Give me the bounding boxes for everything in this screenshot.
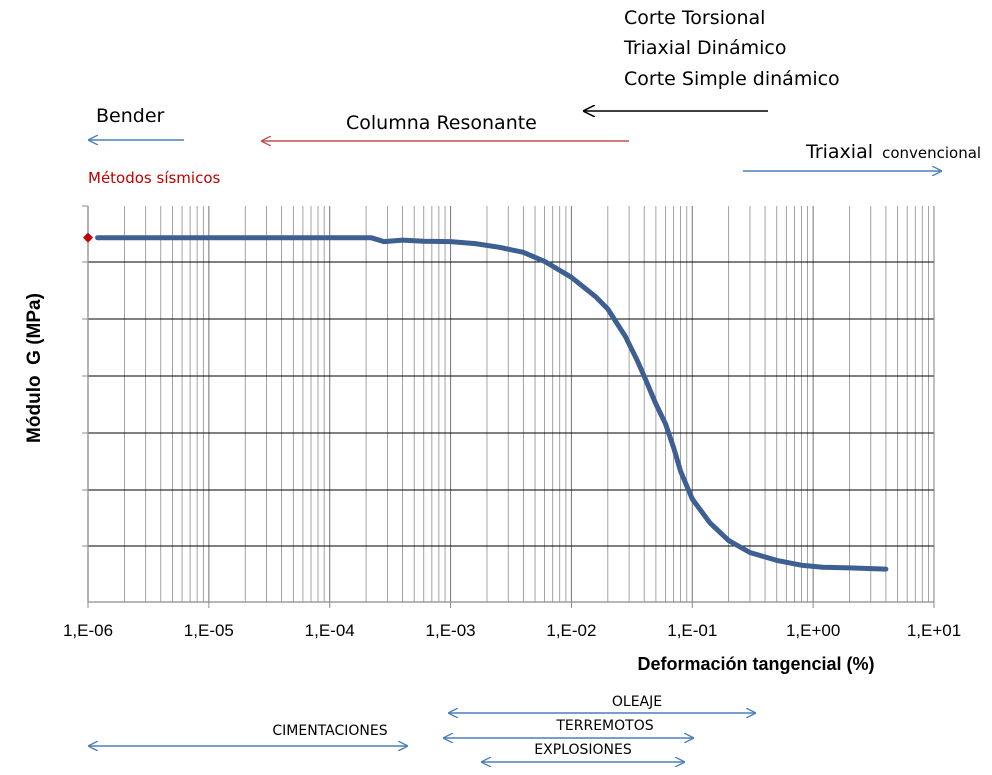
cimentaciones-label: CIMENTACIONES [272,723,387,739]
x-tick-label: 1,E+01 [907,621,961,640]
grid [82,205,935,608]
x-tick-label: 1,E-03 [426,621,476,640]
series-line [95,235,889,572]
x-tick-label: 1,E-01 [667,621,717,640]
triaxial-label: Triaxial convencional [805,141,981,163]
x-tick-label: 1,E-02 [546,621,596,640]
dynamic-test-3: Corte Simple dinámico [624,68,840,90]
x-axis-title: Deformación tangencial (%) [637,654,874,674]
y-axis-title: Módulo G (MPa) [24,293,45,443]
data-marker [83,232,93,243]
x-tick-labels: 1,E-06 1,E-05 1,E-04 1,E-03 1,E-02 1,E-01 1,E+… [63,621,961,640]
oleaje-label: OLEAJE [612,694,662,710]
x-tick-label: 1,E-04 [305,621,355,640]
metodos-sismicos-label: Métodos sísmicos [88,169,221,187]
terremotos-label: TERREMOTOS [555,718,653,734]
bender-label: Bender [96,105,165,127]
columna-resonante-label: Columna Resonante [346,112,537,134]
dynamic-test-1: Corte Torsional [624,7,765,29]
dynamic-test-2: Triaxial Dinámico [623,37,786,59]
explosiones-label: EXPLOSIONES [534,742,632,758]
x-tick-label: 1,E-05 [184,621,234,640]
x-tick-label: 1,E-06 [63,621,113,640]
x-tick-label: 1,E+00 [786,621,840,640]
